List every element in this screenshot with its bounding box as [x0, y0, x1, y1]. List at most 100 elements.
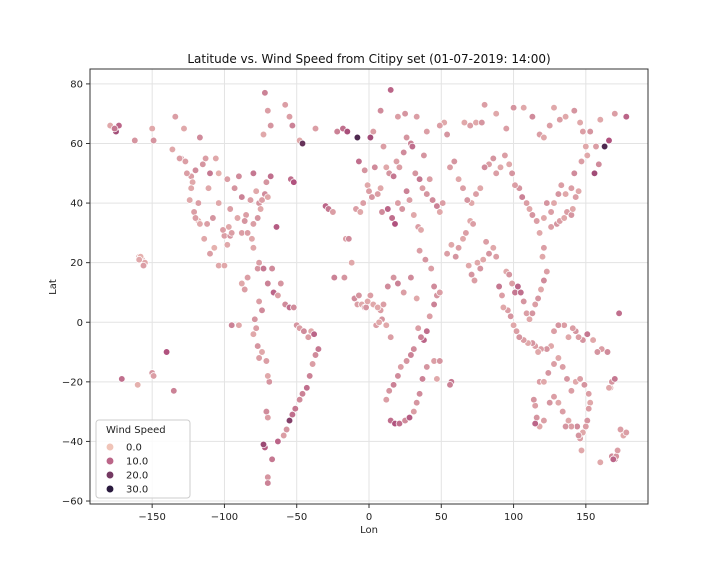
- data-point: [489, 154, 497, 163]
- data-point: [369, 127, 377, 136]
- data-point: [485, 250, 493, 258]
- data-point: [540, 416, 548, 425]
- data-point: [220, 261, 229, 270]
- data-point: [564, 333, 573, 341]
- data-point: [139, 261, 148, 270]
- data-point: [285, 416, 294, 425]
- data-point: [379, 300, 388, 309]
- data-point: [206, 169, 214, 177]
- data-point: [190, 208, 198, 216]
- data-point: [241, 217, 249, 225]
- legend-entry-label: 20.0: [126, 471, 148, 482]
- data-point: [175, 154, 184, 163]
- data-point: [118, 375, 126, 383]
- data-point: [472, 190, 480, 198]
- y-tick-label: −20: [62, 377, 83, 388]
- data-point: [469, 220, 477, 228]
- data-point: [522, 199, 531, 207]
- data-point: [547, 223, 555, 231]
- data-point: [258, 348, 266, 356]
- data-points: [106, 86, 630, 487]
- x-tick-label: 0: [366, 512, 372, 523]
- data-point: [371, 163, 379, 171]
- data-point: [382, 396, 390, 404]
- data-point: [387, 333, 395, 341]
- data-point: [463, 196, 471, 204]
- data-point: [534, 294, 542, 303]
- data-point: [603, 348, 612, 356]
- data-point: [410, 407, 418, 416]
- data-point: [415, 247, 424, 255]
- data-point: [203, 220, 211, 228]
- data-point: [410, 345, 418, 353]
- data-point: [252, 187, 260, 195]
- data-point: [470, 276, 479, 285]
- data-point: [418, 184, 427, 192]
- data-point: [511, 181, 519, 189]
- data-point: [543, 267, 551, 276]
- data-point: [268, 264, 276, 273]
- data-point: [199, 160, 207, 168]
- data-point: [579, 127, 587, 136]
- data-point: [454, 175, 463, 183]
- data-point: [362, 303, 370, 312]
- data-point: [288, 410, 297, 419]
- y-tick-label: 0: [77, 318, 83, 329]
- data-point: [505, 160, 513, 168]
- data-point: [482, 238, 490, 246]
- data-point: [564, 416, 573, 425]
- data-point: [540, 133, 548, 142]
- data-point: [215, 169, 223, 177]
- legend-entry-label: 0.0: [126, 443, 142, 454]
- data-point: [450, 157, 458, 166]
- data-point: [181, 157, 190, 166]
- data-point: [596, 116, 604, 124]
- data-point: [517, 288, 525, 297]
- data-point: [249, 220, 258, 228]
- data-point: [258, 306, 266, 314]
- data-point: [561, 113, 570, 121]
- data-point: [249, 330, 258, 338]
- data-point: [375, 318, 383, 326]
- data-point: [219, 226, 227, 234]
- data-point: [191, 166, 200, 174]
- x-tick-label: 100: [504, 512, 523, 523]
- data-point: [226, 205, 234, 213]
- legend-entries: 0.0 10.0 20.0 30.0: [105, 443, 148, 496]
- data-point: [554, 321, 563, 329]
- data-point: [576, 375, 584, 383]
- data-point: [583, 151, 591, 160]
- data-point: [264, 479, 272, 487]
- data-point: [303, 384, 311, 392]
- data-point: [235, 172, 243, 180]
- data-point: [242, 211, 250, 219]
- data-point: [274, 437, 282, 446]
- data-point: [508, 169, 516, 177]
- data-point: [300, 327, 308, 335]
- data-point: [376, 184, 385, 192]
- data-point: [433, 375, 441, 383]
- data-point: [282, 425, 291, 434]
- data-point: [572, 193, 580, 201]
- data-point: [509, 321, 518, 329]
- data-point: [479, 256, 487, 264]
- data-point: [394, 372, 402, 380]
- data-point: [550, 104, 558, 112]
- data-point: [272, 223, 281, 231]
- data-point: [304, 333, 312, 341]
- data-point: [251, 315, 259, 323]
- data-point: [554, 354, 563, 362]
- data-point: [492, 169, 500, 177]
- data-point: [528, 113, 537, 121]
- data-point: [436, 208, 444, 216]
- data-point: [394, 279, 402, 288]
- x-axis-label: Lon: [360, 525, 378, 536]
- data-point: [436, 357, 444, 365]
- x-tick-label: 50: [435, 512, 448, 523]
- data-point: [281, 101, 289, 109]
- data-point: [397, 363, 405, 371]
- data-point: [507, 312, 515, 320]
- data-point: [415, 175, 424, 183]
- data-point: [254, 342, 262, 350]
- data-point: [583, 330, 591, 338]
